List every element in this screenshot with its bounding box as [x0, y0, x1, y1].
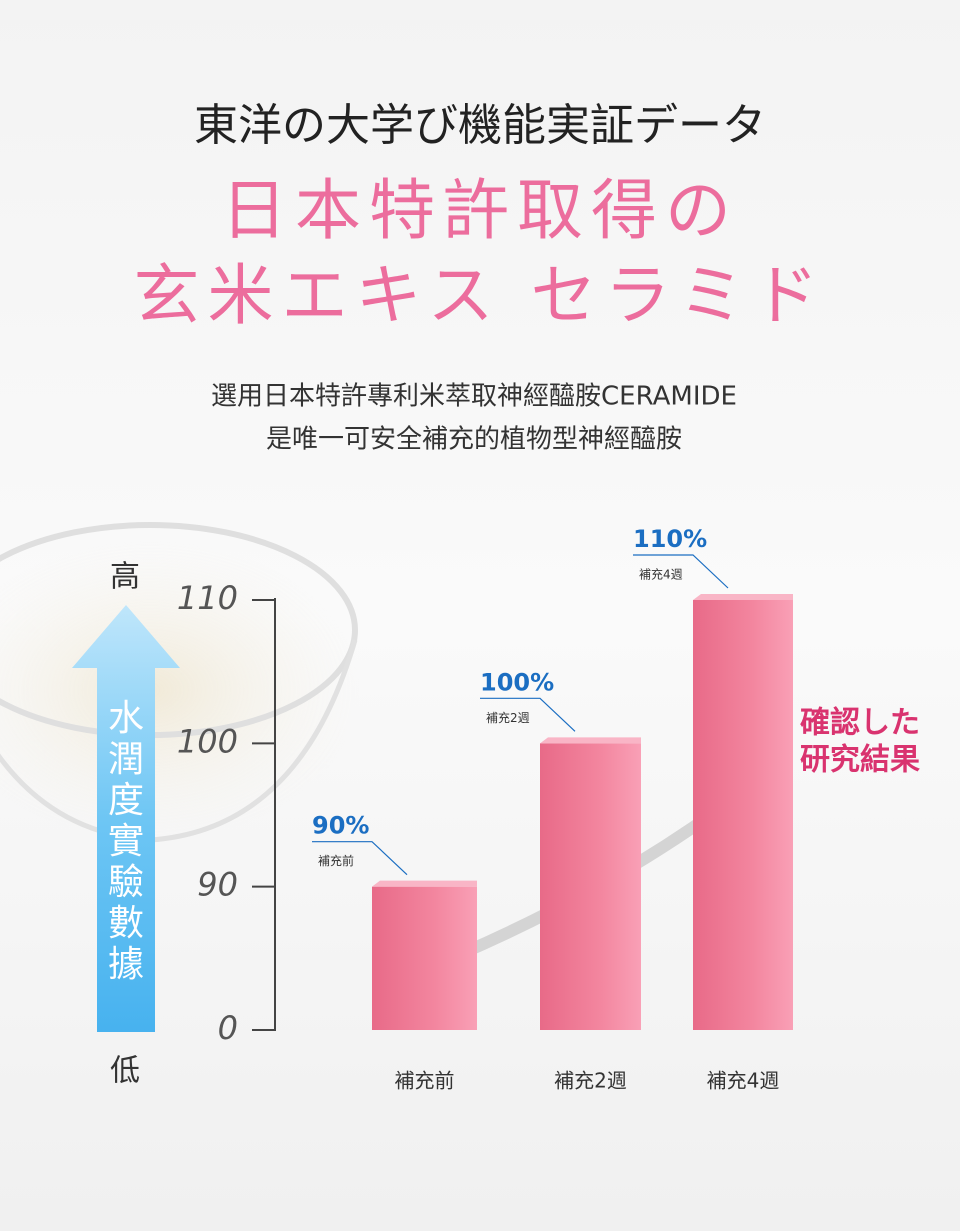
y-label-char: 水 — [108, 698, 144, 739]
y-tick-label: 110 — [177, 579, 238, 617]
y-label-char: 潤 — [108, 739, 144, 780]
callout-line — [312, 841, 408, 876]
x-tick-label: 補充4週 — [707, 1069, 780, 1093]
callout-line — [480, 697, 576, 732]
description: 是唯一可安全補充的植物型神經醯胺 — [266, 425, 682, 455]
y-tick-label: 100 — [177, 722, 238, 760]
bar — [540, 743, 641, 1030]
callout-label: 補充前 — [318, 853, 354, 868]
callout-line — [633, 554, 729, 589]
value-label: 90% — [312, 812, 369, 840]
y-tick-label: 90 — [197, 866, 238, 904]
annotation: 研究結果 — [800, 743, 920, 778]
x-tick-label: 補充2週 — [554, 1069, 627, 1093]
title: 東洋の大学び機能実証データ — [194, 100, 766, 151]
callout-label: 補充4週 — [639, 567, 683, 582]
y-low: 低 — [110, 1054, 140, 1089]
y-label-char: 據 — [108, 944, 144, 985]
bar-group — [693, 594, 793, 1030]
bar-top — [693, 594, 793, 600]
bar-top — [372, 880, 477, 887]
y-label-char: 實 — [108, 821, 144, 862]
description: 選用日本特許專利米萃取神經醯胺CERAMIDE — [211, 382, 737, 412]
y-tick-label: 0 — [218, 1009, 238, 1047]
bar — [693, 600, 793, 1030]
headline: 玄米エキス セラミド — [134, 257, 827, 334]
y-label-char: 度 — [108, 780, 144, 821]
annotation: 確認した — [800, 706, 920, 741]
bar-group — [540, 737, 641, 1030]
callout-label: 補充2週 — [486, 710, 530, 725]
y-label-char: 數 — [108, 903, 144, 944]
axis-arrow — [72, 605, 180, 1032]
headline: 日本特許取得の — [221, 172, 739, 249]
y-high: 高 — [110, 560, 140, 595]
value-label: 110% — [633, 525, 707, 553]
bar — [372, 886, 477, 1030]
y-label-char: 驗 — [108, 862, 144, 903]
bar-group — [372, 880, 477, 1030]
bar-top — [540, 737, 641, 744]
value-label: 100% — [480, 668, 554, 696]
x-tick-label: 補充前 — [395, 1069, 455, 1093]
